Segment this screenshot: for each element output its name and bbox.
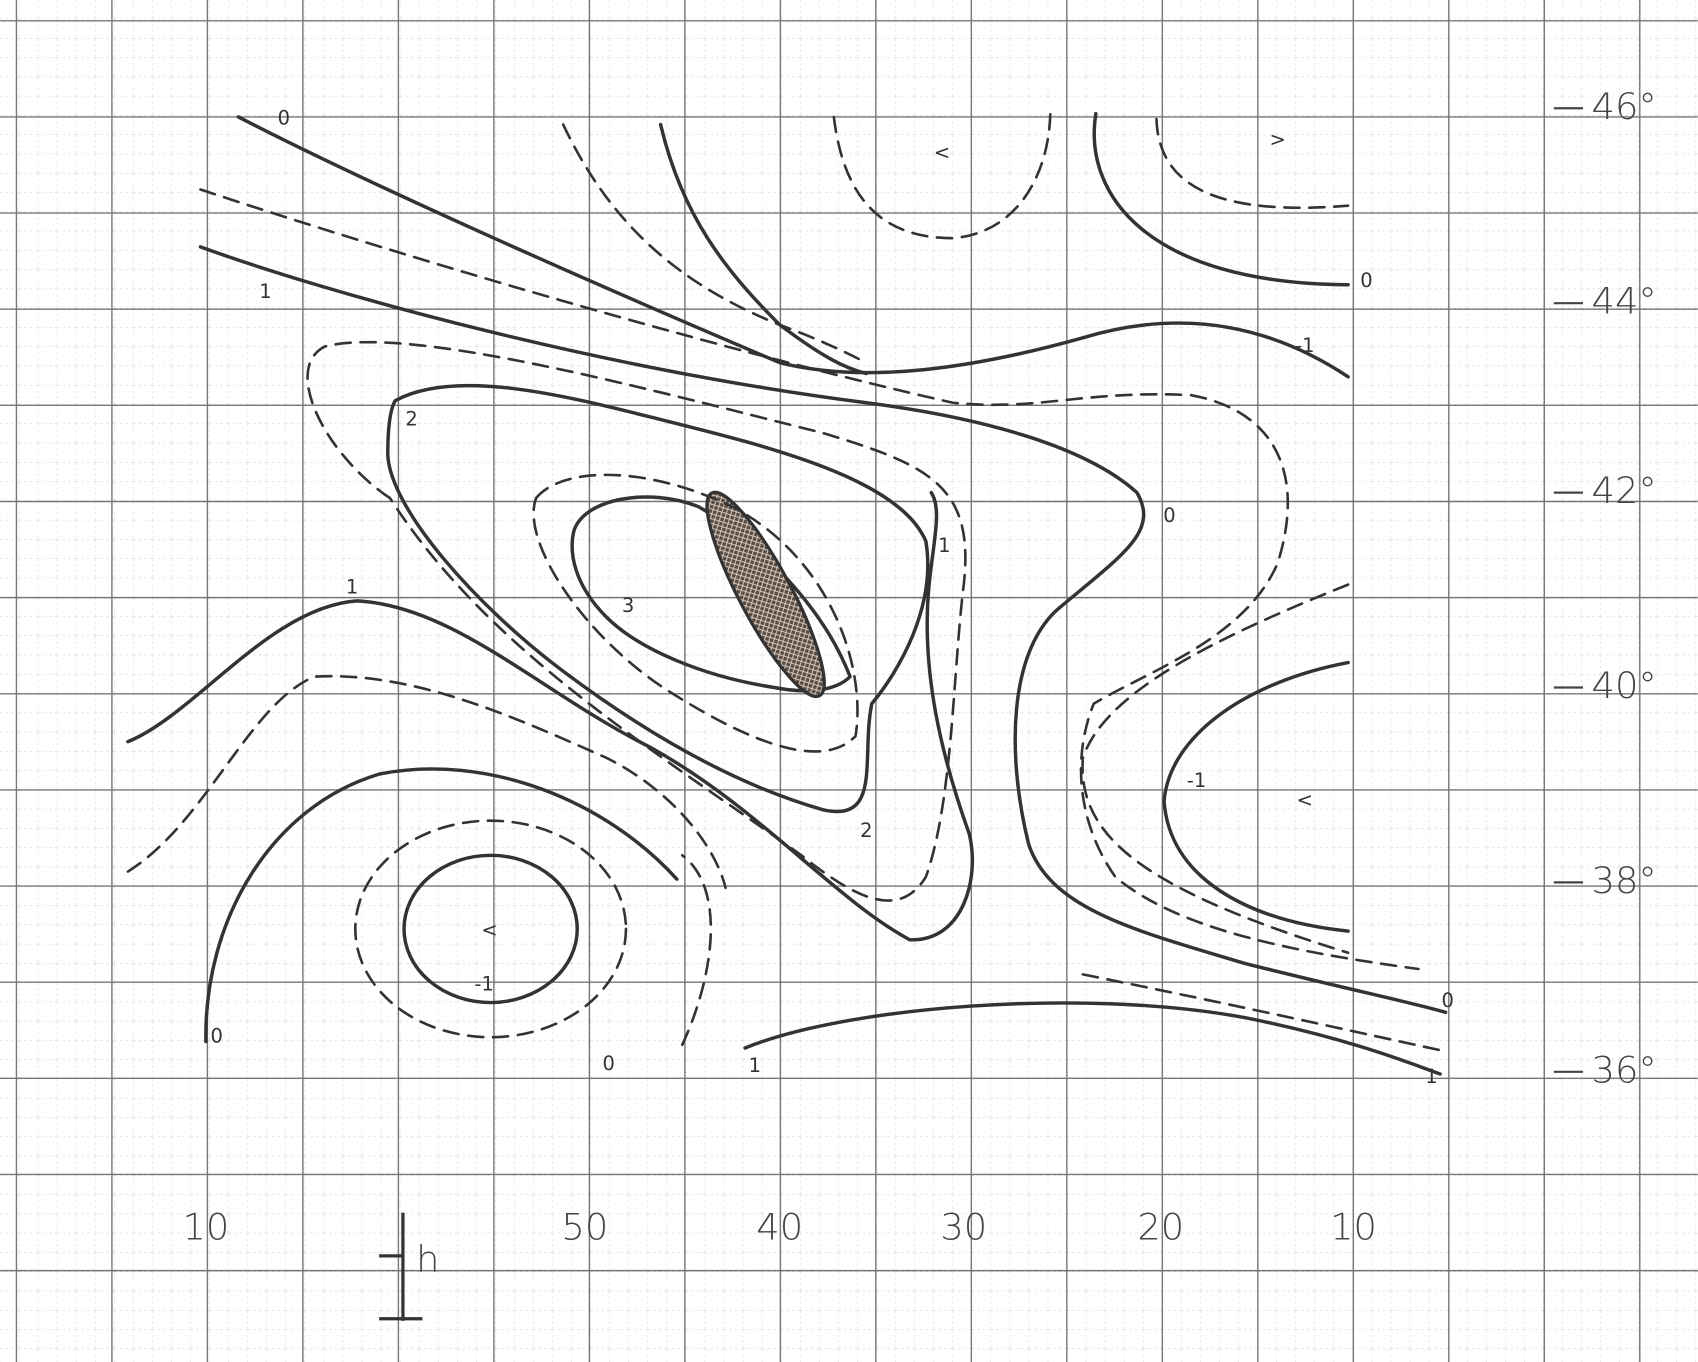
contour-label: >	[1270, 128, 1286, 151]
contour-label: 1	[749, 1054, 761, 1077]
x-axis-label: 40	[756, 1205, 803, 1248]
contour-label: 0	[1442, 989, 1454, 1012]
contour-label: 0	[1163, 504, 1175, 527]
contour-label: <	[1297, 789, 1313, 812]
contour-label: -1	[474, 973, 493, 996]
contour-label: -1	[1187, 769, 1206, 792]
y-axis-label: 46°	[1592, 85, 1657, 128]
contour-label: -1	[1295, 334, 1314, 357]
contour-label: 1	[938, 534, 950, 557]
scale-label: h	[416, 1238, 439, 1281]
contour-label: 0	[602, 1052, 614, 1075]
x-axis-label: 10	[1330, 1205, 1377, 1248]
contour-label: 1	[259, 280, 271, 303]
contour-label: <	[481, 919, 497, 942]
y-axis-label: 44°	[1592, 280, 1657, 323]
contour-label: 0	[1360, 269, 1372, 292]
contour-map: 10504030201046°44°42°40°38°36°h01-102031…	[0, 0, 1698, 1362]
contour-label: 2	[405, 408, 417, 431]
y-axis-label: 42°	[1592, 469, 1657, 512]
x-axis-label: 30	[940, 1205, 987, 1248]
contour-label: <	[934, 141, 950, 164]
y-axis-label: 36°	[1592, 1048, 1657, 1091]
contour-label: 2	[860, 819, 872, 842]
y-axis-label: 40°	[1592, 664, 1657, 707]
graph-paper	[0, 0, 1698, 1362]
contour-label: 0	[211, 1025, 223, 1048]
contour-label: 3	[622, 594, 634, 617]
x-axis-label: 50	[561, 1205, 608, 1248]
contour-label: 0	[278, 107, 290, 130]
x-axis-label: 20	[1137, 1205, 1184, 1248]
contour-label: 1	[346, 575, 358, 598]
contour-label: 1	[1425, 1065, 1437, 1088]
x-axis-label: 10	[182, 1205, 229, 1248]
y-axis-label: 38°	[1592, 859, 1657, 902]
page: {"x_labels": ["10", "50", "40", "30", "2…	[0, 0, 1698, 1362]
